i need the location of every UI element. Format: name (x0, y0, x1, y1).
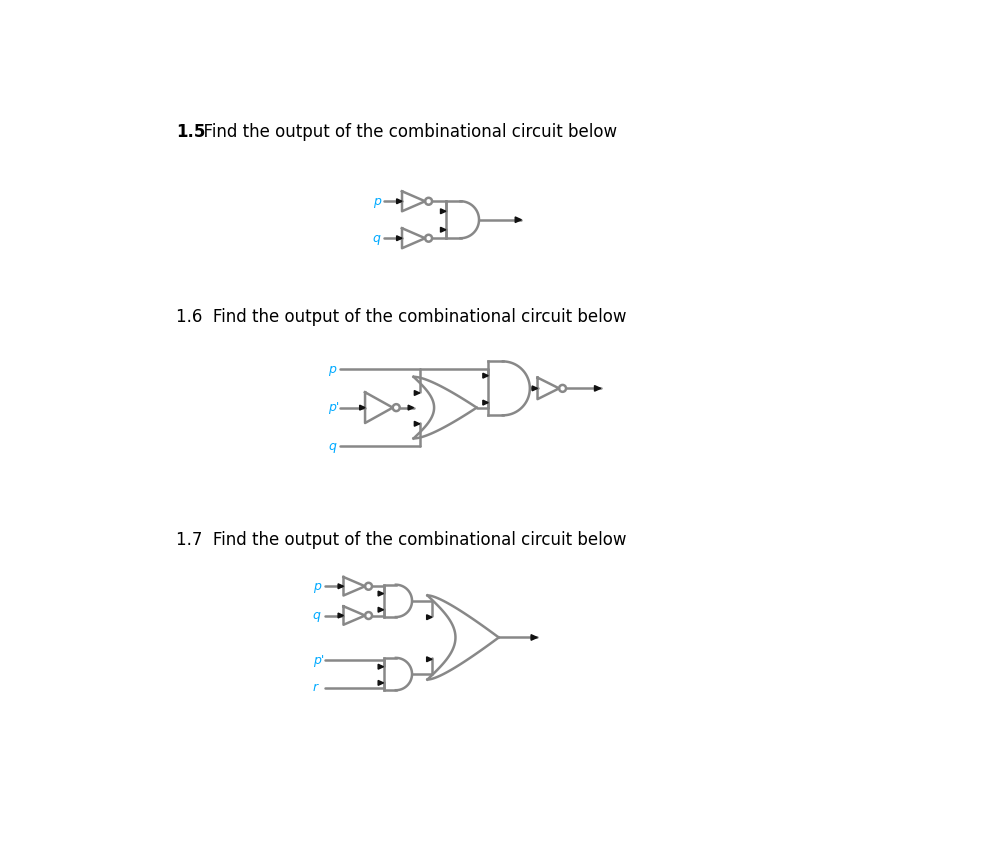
Polygon shape (441, 228, 446, 232)
Polygon shape (595, 385, 601, 391)
Text: r: r (313, 681, 318, 695)
Polygon shape (396, 199, 402, 204)
Polygon shape (414, 390, 420, 395)
Text: q: q (328, 439, 336, 453)
Text: p: p (373, 195, 381, 207)
Text: q: q (313, 609, 320, 622)
Polygon shape (532, 386, 537, 391)
Polygon shape (379, 680, 384, 685)
Polygon shape (338, 613, 344, 618)
Polygon shape (379, 607, 384, 612)
Polygon shape (379, 591, 384, 596)
Text: p': p' (313, 653, 324, 667)
Text: 1.7  Find the output of the combinational circuit below: 1.7 Find the output of the combinational… (176, 531, 627, 549)
Polygon shape (427, 615, 432, 620)
Polygon shape (414, 422, 420, 427)
Polygon shape (483, 400, 489, 405)
Polygon shape (338, 584, 344, 588)
Polygon shape (379, 664, 384, 669)
Polygon shape (408, 405, 413, 410)
Text: 1.5: 1.5 (176, 123, 206, 141)
Text: 1.6  Find the output of the combinational circuit below: 1.6 Find the output of the combinational… (176, 308, 627, 325)
Polygon shape (360, 405, 365, 410)
Text: p: p (328, 362, 336, 376)
Text: p: p (313, 580, 320, 593)
Polygon shape (441, 209, 446, 213)
Polygon shape (515, 217, 521, 223)
Polygon shape (531, 635, 537, 640)
Polygon shape (483, 373, 489, 379)
Text: Find the output of the combinational circuit below: Find the output of the combinational cir… (193, 123, 617, 141)
Text: q: q (373, 232, 381, 244)
Text: p': p' (328, 401, 339, 414)
Polygon shape (427, 657, 432, 662)
Polygon shape (396, 236, 402, 240)
